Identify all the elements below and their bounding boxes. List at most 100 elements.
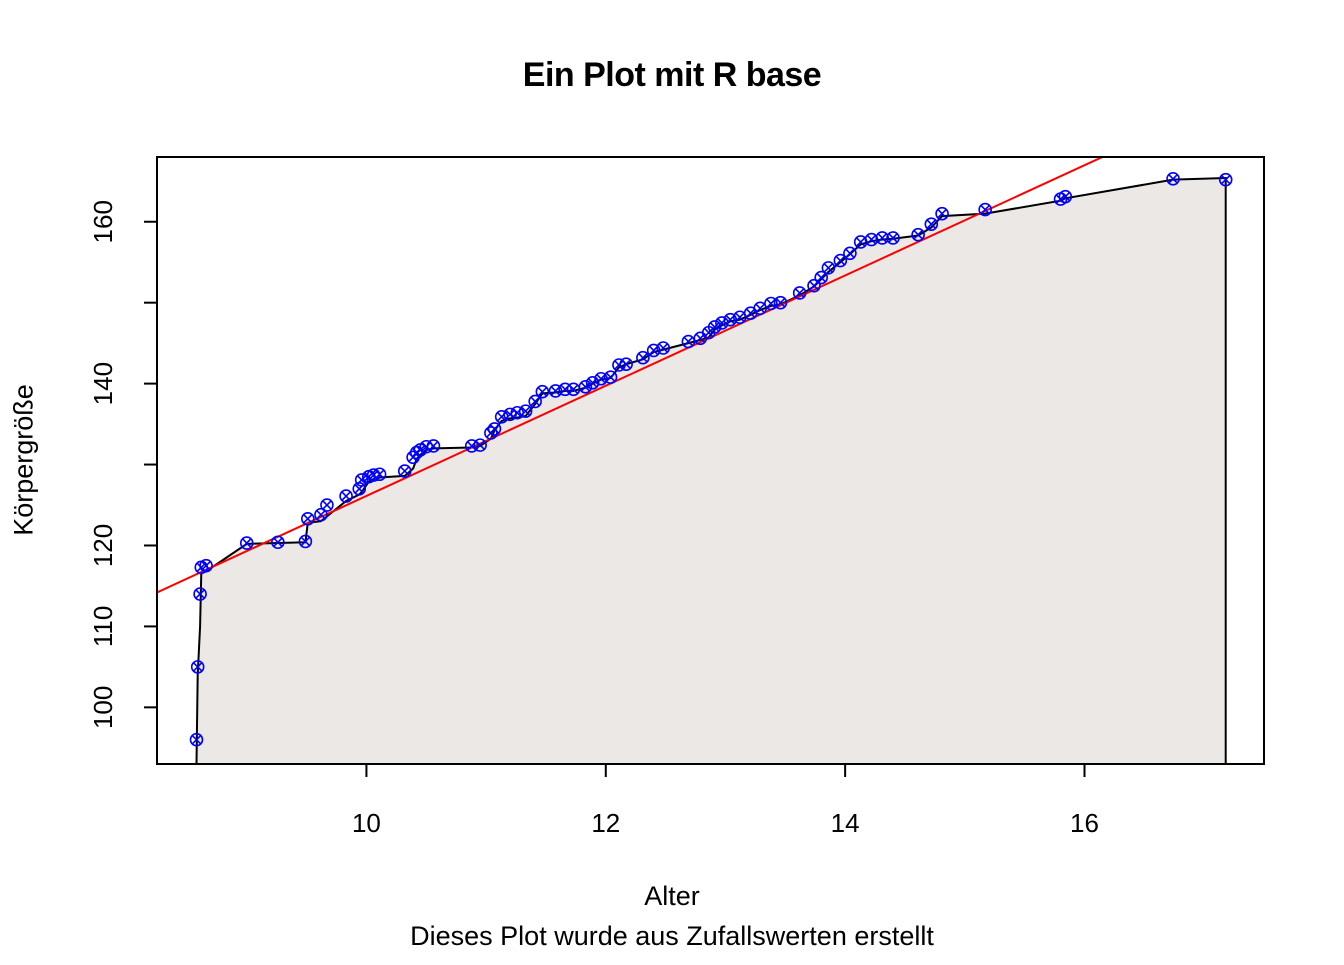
- data-point: [314, 507, 328, 522]
- data-point: [548, 384, 563, 398]
- point-circle: [1218, 172, 1233, 187]
- point-cross: [421, 441, 432, 452]
- data-point: [814, 270, 829, 285]
- data-point: [886, 231, 900, 245]
- point-circle: [886, 231, 900, 245]
- data-point: [753, 301, 767, 316]
- data-point: [707, 320, 722, 334]
- data-point: [636, 350, 650, 365]
- data-point: [924, 217, 939, 231]
- data-point: [298, 534, 313, 549]
- point-circle: [320, 498, 334, 512]
- point-circle: [314, 507, 328, 522]
- point-cross: [415, 445, 426, 455]
- point-cross: [823, 263, 834, 273]
- point-circle: [807, 278, 821, 293]
- data-point: [978, 202, 992, 217]
- data-point: [578, 380, 593, 394]
- point-circle: [558, 382, 572, 397]
- point-circle: [707, 320, 722, 334]
- data-point: [792, 286, 807, 300]
- point-circle: [484, 426, 498, 440]
- point-circle: [354, 473, 369, 487]
- point-cross: [303, 514, 313, 524]
- point-circle: [814, 270, 829, 285]
- area-series: [195, 177, 1227, 764]
- point-circle: [603, 370, 618, 384]
- data-point: [300, 511, 315, 526]
- point-cross: [300, 536, 311, 547]
- point-cross: [316, 509, 326, 520]
- point-cross: [658, 343, 668, 353]
- data-point: [528, 394, 542, 409]
- chart-title: Ein Plot mit R base: [522, 56, 822, 94]
- point-circle: [723, 312, 738, 327]
- point-cross: [745, 308, 756, 318]
- point-cross: [1220, 174, 1231, 185]
- point-circle: [528, 394, 542, 409]
- point-circle: [619, 357, 633, 371]
- point-circle: [193, 587, 207, 601]
- data-point: [619, 357, 633, 371]
- y-axis-label: Körpergröße: [8, 384, 39, 536]
- point-circle: [821, 261, 836, 275]
- data-point: [271, 535, 285, 550]
- point-circle: [773, 295, 788, 310]
- data-point: [354, 473, 369, 487]
- point-cross: [766, 298, 776, 309]
- point-cross: [913, 229, 923, 240]
- data-point: [764, 296, 778, 311]
- point-cross: [709, 322, 720, 332]
- point-circle: [978, 202, 992, 217]
- point-circle: [594, 371, 608, 386]
- point-cross: [1060, 191, 1071, 202]
- point-cross: [191, 734, 202, 745]
- point-cross: [866, 234, 877, 245]
- point-cross: [937, 208, 947, 219]
- x-tick-label: 14: [831, 808, 860, 838]
- data-point: [473, 438, 487, 452]
- point-cross: [755, 303, 765, 314]
- data-point: [193, 587, 207, 601]
- data-point: [821, 261, 836, 275]
- point-cross: [926, 219, 937, 229]
- chart-subtitle: Dieses Plot wurde aus Zufallswerten erst…: [410, 921, 934, 951]
- point-cross: [775, 297, 786, 308]
- point-circle: [271, 535, 285, 550]
- point-cross: [735, 312, 745, 323]
- data-point: [603, 370, 618, 384]
- point-circle: [239, 536, 254, 550]
- point-cross: [341, 491, 351, 501]
- point-circle: [199, 558, 213, 573]
- point-circle: [487, 422, 502, 436]
- point-circle: [911, 227, 925, 242]
- x-tick-label: 10: [352, 808, 381, 838]
- point-cross: [568, 384, 579, 395]
- data-point: [320, 498, 334, 512]
- point-cross: [192, 662, 203, 672]
- data-point: [646, 343, 661, 358]
- point-cross: [596, 373, 606, 384]
- point-cross: [888, 233, 898, 243]
- point-circle: [833, 253, 848, 268]
- data-point: [935, 206, 949, 221]
- data-point: [843, 246, 857, 261]
- data-point: [1166, 172, 1180, 186]
- point-cross: [877, 233, 888, 243]
- data-point: [339, 489, 353, 503]
- point-circle: [924, 217, 939, 231]
- point-circle: [585, 376, 600, 390]
- point-circle: [189, 732, 204, 747]
- point-cross: [614, 360, 624, 370]
- point-cross: [580, 382, 591, 392]
- point-circle: [1166, 172, 1180, 186]
- point-cross: [809, 280, 819, 291]
- point-circle: [518, 404, 533, 418]
- point-circle: [792, 286, 807, 300]
- point-circle: [764, 296, 778, 311]
- data-point: [911, 227, 925, 242]
- point-circle: [397, 464, 412, 478]
- point-circle: [753, 301, 767, 316]
